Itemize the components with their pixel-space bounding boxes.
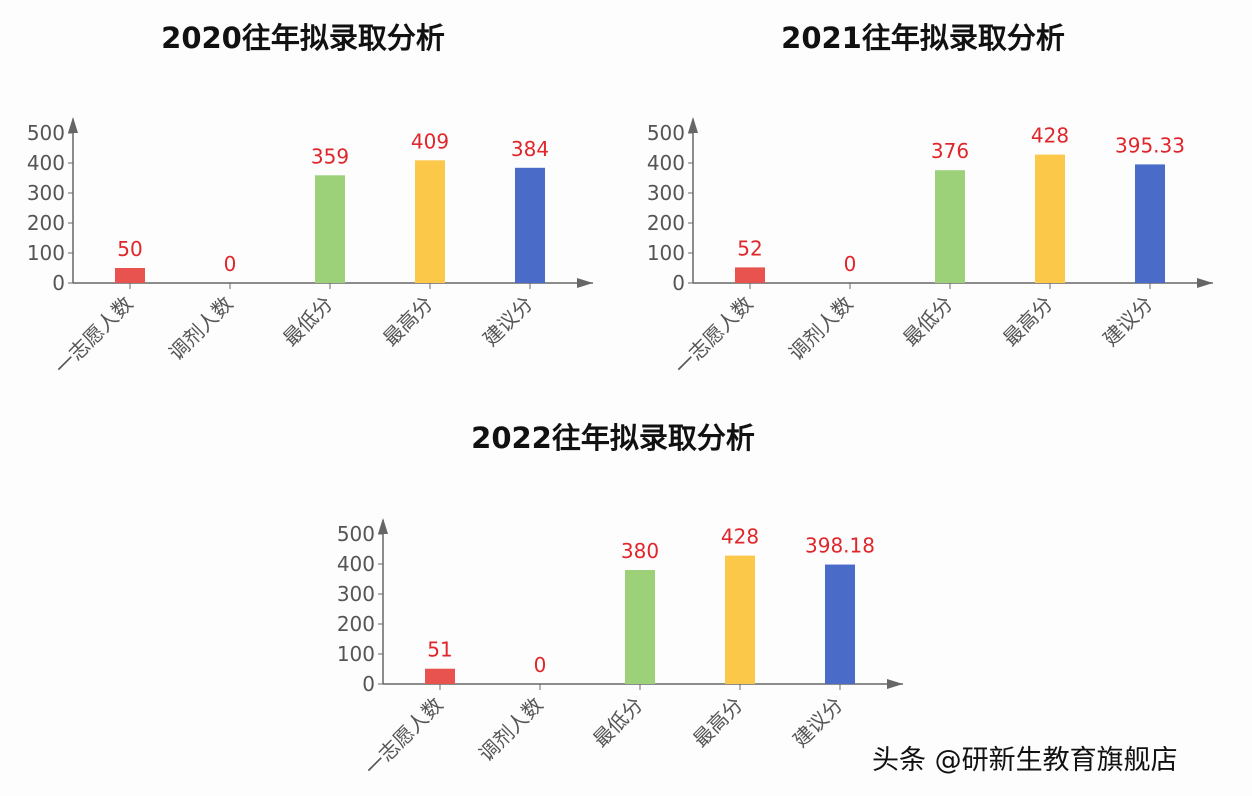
category-label: 建议分 <box>478 292 537 351</box>
bar <box>1135 164 1165 283</box>
x-axis-arrow-icon <box>887 679 903 689</box>
category-label: 调剂人数 <box>164 292 238 366</box>
bar <box>725 555 755 684</box>
bar <box>315 175 345 283</box>
bar <box>515 167 545 283</box>
y-tick-label: 300 <box>647 181 685 205</box>
y-axis-arrow-icon <box>68 117 78 133</box>
category-label: 最低分 <box>278 292 337 351</box>
category-label: 最高分 <box>378 292 437 351</box>
data-label: 50 <box>117 237 142 261</box>
bar <box>415 160 445 283</box>
chart-title: 2020往年拟录取分析 <box>161 21 445 55</box>
y-tick-label: 200 <box>27 211 65 235</box>
category-label: 最高分 <box>688 693 747 752</box>
category-label: 一志愿人数 <box>360 693 448 781</box>
data-label: 398.18 <box>805 534 875 558</box>
y-tick-label: 0 <box>362 672 375 696</box>
y-tick-label: 200 <box>647 211 685 235</box>
category-label: 调剂人数 <box>784 292 858 366</box>
y-tick-label: 400 <box>27 151 65 175</box>
y-tick-label: 500 <box>337 522 375 546</box>
data-label: 51 <box>427 638 452 662</box>
data-label: 359 <box>311 144 349 168</box>
data-label: 52 <box>737 236 762 260</box>
y-tick-label: 100 <box>337 642 375 666</box>
data-label: 384 <box>511 137 549 161</box>
x-axis-arrow-icon <box>577 278 593 288</box>
data-label: 0 <box>224 252 237 276</box>
chart-title: 2021往年拟录取分析 <box>781 21 1065 55</box>
bar <box>425 668 455 684</box>
bar <box>825 564 855 684</box>
y-tick-label: 200 <box>337 612 375 636</box>
chart-2: 2021往年拟录取分析010020030040050052一志愿人数0调剂人数3… <box>647 21 1213 379</box>
y-tick-label: 100 <box>647 241 685 265</box>
data-label: 0 <box>534 653 547 677</box>
y-tick-label: 300 <box>27 181 65 205</box>
y-tick-label: 0 <box>52 271 65 295</box>
category-label: 最低分 <box>588 693 647 752</box>
y-tick-label: 500 <box>27 121 65 145</box>
bar <box>935 170 965 283</box>
category-label: 建议分 <box>1098 292 1157 351</box>
chart-3: 2022往年拟录取分析010020030040050051一志愿人数0调剂人数3… <box>337 421 903 780</box>
y-tick-label: 500 <box>647 121 685 145</box>
bar <box>735 267 765 283</box>
data-label: 0 <box>844 252 857 276</box>
chart-title: 2022往年拟录取分析 <box>471 421 755 455</box>
y-tick-label: 300 <box>337 582 375 606</box>
y-tick-label: 0 <box>672 271 685 295</box>
category-label: 最低分 <box>898 292 957 351</box>
x-axis-arrow-icon <box>1197 278 1213 288</box>
y-tick-label: 100 <box>27 241 65 265</box>
y-tick-label: 400 <box>647 151 685 175</box>
bar <box>115 268 145 283</box>
data-label: 376 <box>931 139 969 163</box>
y-tick-label: 400 <box>337 552 375 576</box>
category-label: 一志愿人数 <box>50 292 138 380</box>
data-label: 428 <box>721 525 759 549</box>
watermark: 头条 @研新生教育旗舰店 <box>872 745 1178 776</box>
data-label: 380 <box>621 539 659 563</box>
data-label: 428 <box>1031 124 1069 148</box>
category-label: 最高分 <box>998 292 1057 351</box>
bar <box>625 570 655 684</box>
category-label: 建议分 <box>788 693 847 752</box>
category-label: 调剂人数 <box>474 693 548 767</box>
bar <box>1035 154 1065 283</box>
data-label: 409 <box>411 129 449 153</box>
y-axis-arrow-icon <box>688 117 698 133</box>
category-label: 一志愿人数 <box>670 292 758 380</box>
chart-1: 2020往年拟录取分析010020030040050050一志愿人数0调剂人数3… <box>27 21 593 379</box>
data-label: 395.33 <box>1115 133 1185 157</box>
y-axis-arrow-icon <box>378 518 388 534</box>
